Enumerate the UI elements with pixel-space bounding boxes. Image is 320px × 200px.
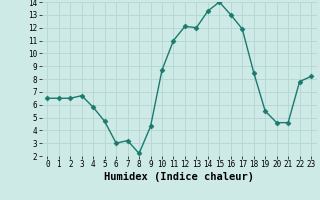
X-axis label: Humidex (Indice chaleur): Humidex (Indice chaleur): [104, 172, 254, 182]
